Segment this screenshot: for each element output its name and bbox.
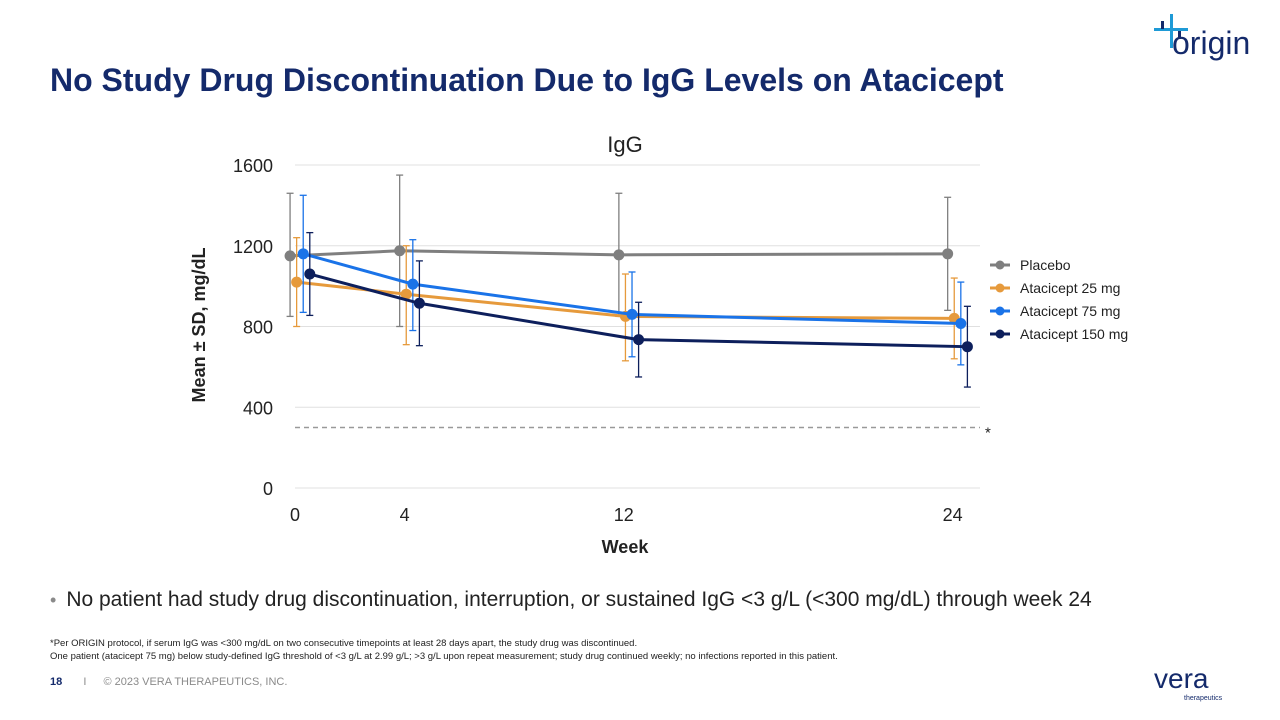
legend-label: Atacicept 25 mg bbox=[1020, 280, 1120, 296]
series-line bbox=[289, 249, 948, 258]
legend-item: Placebo bbox=[990, 257, 1071, 273]
y-tick-label: 0 bbox=[263, 479, 273, 499]
x-axis-label: Week bbox=[602, 537, 650, 557]
x-axis-ticks: 0 4 12 24 bbox=[290, 505, 963, 525]
footer-separator: I bbox=[83, 676, 87, 688]
data-point bbox=[626, 308, 638, 320]
legend-swatch-marker bbox=[995, 306, 1005, 316]
igg-chart: IgG 0 400 800 1200 1600 0 4 12 24 * Mean ± SD, … bbox=[180, 120, 1180, 570]
data-point bbox=[961, 341, 973, 353]
data-point bbox=[633, 334, 645, 346]
legend-swatch-marker bbox=[995, 283, 1005, 293]
data-point bbox=[613, 249, 625, 261]
origin-logo: origin bbox=[1150, 8, 1270, 64]
data-point bbox=[942, 248, 954, 260]
vera-tagline: therapeutics bbox=[1184, 695, 1223, 702]
legend-item: Atacicept 25 mg bbox=[990, 280, 1120, 296]
y-axis-label: Mean ± SD, mg/dL bbox=[189, 248, 209, 403]
data-point bbox=[291, 276, 303, 288]
x-tick-label: 0 bbox=[290, 505, 300, 525]
footer: 18 I © 2023 VERA THERAPEUTICS, INC. bbox=[50, 676, 287, 688]
legend-label: Atacicept 75 mg bbox=[1020, 303, 1120, 319]
series-line bbox=[302, 252, 961, 325]
chart-title: IgG bbox=[607, 132, 642, 157]
data-point bbox=[407, 278, 419, 290]
copyright: © 2023 VERA THERAPEUTICS, INC. bbox=[103, 676, 288, 688]
vera-logo: vera therapeutics bbox=[1150, 663, 1246, 704]
vera-wordmark: vera bbox=[1154, 664, 1209, 694]
legend-label: Placebo bbox=[1020, 257, 1071, 273]
x-tick-label: 24 bbox=[943, 505, 963, 525]
x-tick-label: 12 bbox=[614, 505, 634, 525]
data-point bbox=[394, 245, 406, 257]
series-layer bbox=[284, 174, 973, 388]
data-point bbox=[297, 248, 309, 260]
logo-wordmark: origin bbox=[1172, 25, 1250, 61]
y-tick-label: 1600 bbox=[233, 156, 273, 176]
bullet-icon: • bbox=[50, 590, 57, 610]
data-point bbox=[413, 297, 425, 309]
footnote-protocol: *Per ORIGIN protocol, if serum IgG was <… bbox=[50, 638, 638, 649]
legend: Placebo Atacicept 25 mg Atacicept 75 mg Ata… bbox=[990, 257, 1128, 342]
y-tick-label: 800 bbox=[243, 318, 273, 338]
page-title: No Study Drug Discontinuation Due to IgG… bbox=[50, 62, 1004, 98]
logo-cross-horizontal bbox=[1154, 28, 1188, 31]
data-point bbox=[400, 288, 412, 300]
legend-item: Atacicept 150 mg bbox=[990, 326, 1128, 342]
data-point bbox=[304, 268, 316, 280]
bullet-text: No patient had study drug discontinuatio… bbox=[66, 588, 1092, 611]
series-2 bbox=[297, 194, 967, 366]
x-tick-label: 4 bbox=[400, 505, 410, 525]
y-tick-label: 1200 bbox=[233, 237, 273, 257]
page-number: 18 bbox=[50, 676, 63, 688]
legend-swatch-marker bbox=[995, 260, 1005, 270]
legend-item: Atacicept 75 mg bbox=[990, 303, 1120, 319]
series-3 bbox=[304, 231, 973, 388]
legend-swatch-marker bbox=[995, 329, 1005, 339]
legend-label: Atacicept 150 mg bbox=[1020, 326, 1128, 342]
series-0 bbox=[284, 174, 954, 328]
footnote-patient: One patient (atacicept 75 mg) below stud… bbox=[50, 651, 838, 662]
series-line bbox=[309, 272, 968, 349]
y-tick-label: 400 bbox=[243, 398, 273, 418]
data-point bbox=[284, 250, 296, 262]
threshold-label: * bbox=[985, 424, 991, 441]
data-point bbox=[955, 317, 967, 329]
y-axis-ticks: 0 400 800 1200 1600 bbox=[233, 156, 273, 499]
bullet-point: • No patient had study drug discontinuati… bbox=[50, 588, 1092, 612]
footnotes: *Per ORIGIN protocol, if serum IgG was <… bbox=[50, 637, 838, 663]
